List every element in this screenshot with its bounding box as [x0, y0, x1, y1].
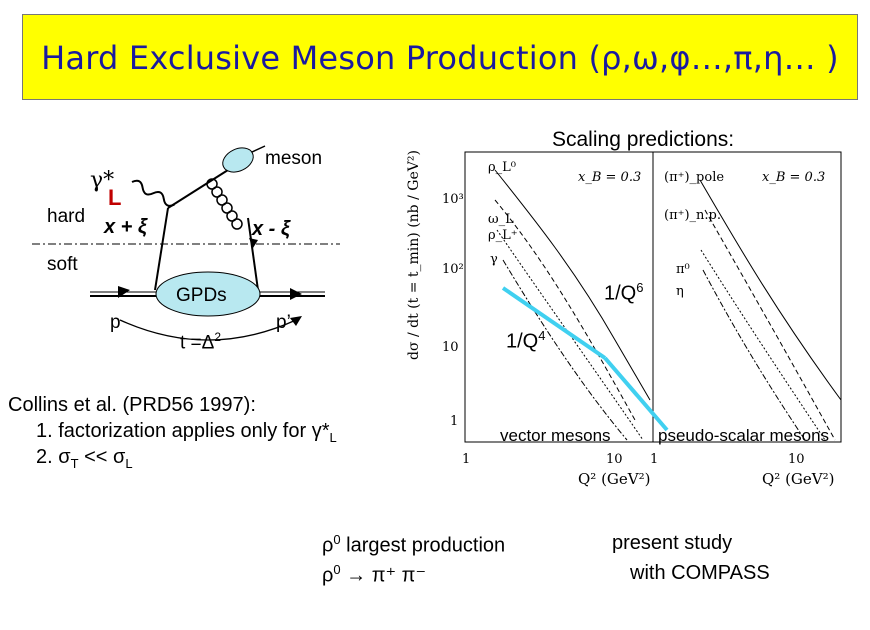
gamma-star-label: γ* — [90, 168, 115, 193]
legend-left-2: ρ_L⁺ — [488, 228, 518, 243]
gpd-blob — [155, 271, 261, 317]
xtick-left-10: 10 — [606, 452, 623, 467]
legend-right-1: (π⁺)_n.p. — [664, 208, 722, 223]
annot-q6: 1/Q6 — [604, 280, 644, 305]
legend-right-0: (π⁺)_pole — [664, 170, 725, 185]
gpds-label: GPDs — [176, 285, 227, 306]
soft-label: soft — [47, 254, 78, 275]
rho-largest-production: ρ0 largest production — [322, 532, 506, 557]
ytick-1: 1 — [450, 414, 459, 429]
legend-right-2: π⁰ — [676, 262, 690, 277]
p-prime-label: p’ — [276, 312, 291, 333]
photon-line — [131, 179, 175, 207]
rho-decay: ρ0 → π⁺ π⁻ — [322, 562, 427, 587]
arrow-p — [118, 286, 130, 298]
x-minus-xi-label: x - ξ — [252, 218, 290, 240]
legend-left-1: ω_L — [488, 212, 514, 227]
collins-line3: 2. σT << σL — [36, 446, 133, 471]
ytick-10: 10 — [442, 340, 459, 355]
meson-blob — [222, 147, 254, 173]
t-arc — [119, 319, 297, 341]
ytick-1000: 10³ — [442, 192, 464, 207]
gpd-diagram — [32, 145, 340, 341]
xlabel-right: Q² (GeV²) — [762, 470, 835, 488]
arrow-x-minus — [249, 238, 258, 248]
q4-line — [603, 356, 669, 432]
xlabel-left: Q² (GeV²) — [578, 470, 651, 488]
hard-label: hard — [47, 206, 86, 227]
plot-ylabel: dσ / dt (t = t_min) (nb / GeV²) — [406, 150, 422, 360]
scaling-title: Scaling predictions: — [552, 128, 735, 151]
ytick-100: 10² — [442, 262, 464, 277]
page-title: Hard Exclusive Meson Production (ρ,ω,φ…,… — [41, 39, 839, 77]
quark-line-left — [154, 207, 169, 291]
left-curves — [494, 169, 651, 441]
meson-label: meson — [265, 148, 323, 169]
p-label: p — [110, 312, 121, 333]
legend-left-0: ρ_L⁰ — [488, 160, 516, 175]
pseudo-scalar-label: pseudo-scalar mesons — [658, 426, 830, 445]
vector-mesons-label: vector mesons — [500, 426, 611, 445]
legend-right-3: η — [676, 284, 684, 299]
right-curves — [699, 179, 842, 441]
annot-q4: 1/Q4 — [506, 328, 546, 353]
scaling-plot — [464, 151, 842, 443]
collins-line1: Collins et al. (PRD56 1997): — [8, 394, 256, 416]
legend-left-3: γ — [490, 252, 498, 267]
with-compass-label: with COMPASS — [630, 562, 770, 584]
longitudinal-label: L — [108, 185, 122, 210]
xtick-right-1: 1 — [650, 452, 659, 467]
present-study-label: present study — [612, 532, 733, 554]
arrow-p-prime — [290, 288, 302, 300]
quark-line-meson — [167, 169, 229, 209]
xb-left: x_B = 0.3 — [578, 170, 642, 185]
collins-line2: 1. factorization applies only for γ*L — [36, 420, 337, 445]
x-plus-xi-label: x + ξ — [104, 216, 147, 238]
q6-line — [501, 286, 607, 360]
quark-line-right — [247, 217, 259, 291]
xb-right: x_B = 0.3 — [762, 170, 826, 185]
title-banner: Hard Exclusive Meson Production (ρ,ω,φ…,… — [22, 14, 858, 100]
xtick-left-1: 1 — [462, 452, 471, 467]
t-label: t =Δ2 — [180, 330, 222, 354]
gluon-line — [206, 178, 243, 230]
right-panel-frame — [652, 151, 842, 443]
meson-line — [251, 145, 266, 153]
xtick-right-10: 10 — [788, 452, 805, 467]
